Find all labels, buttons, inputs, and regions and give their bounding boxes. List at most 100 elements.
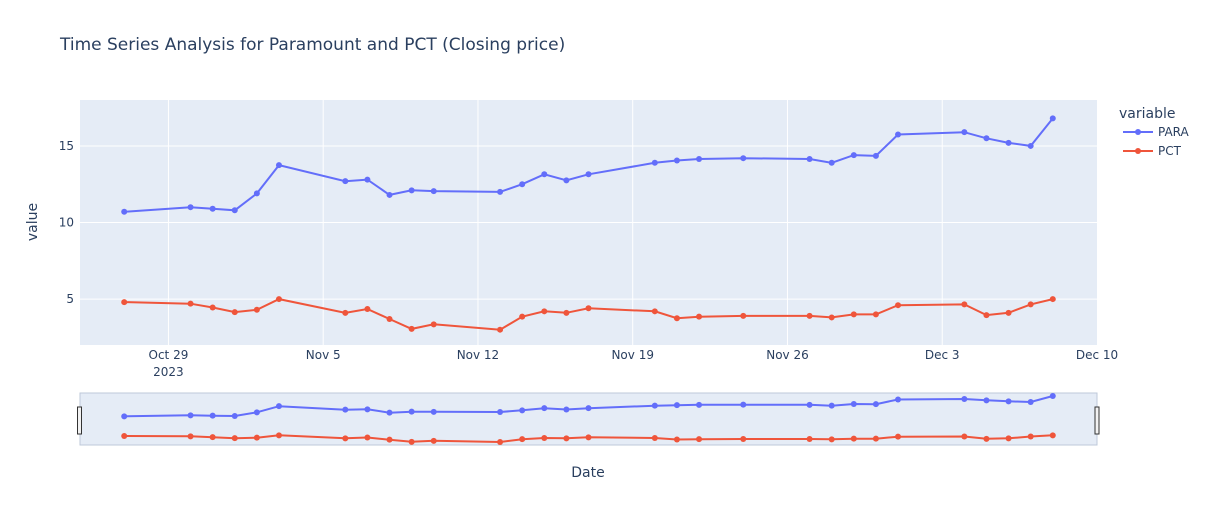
legend-item-para[interactable]: PARA: [1123, 125, 1190, 139]
data-point-pct[interactable]: [253, 306, 260, 313]
slider-point-pct: [983, 435, 990, 442]
data-point-pct[interactable]: [585, 305, 592, 312]
data-point-para[interactable]: [1005, 139, 1012, 146]
data-point-pct[interactable]: [408, 325, 415, 332]
data-point-pct[interactable]: [740, 312, 747, 319]
data-point-para[interactable]: [187, 204, 194, 211]
data-point-para[interactable]: [696, 155, 703, 162]
y-axis-title: value: [25, 203, 41, 241]
data-point-para[interactable]: [828, 159, 835, 166]
slider-point-pct: [1005, 435, 1012, 442]
data-point-para[interactable]: [541, 171, 548, 178]
data-point-pct[interactable]: [231, 309, 238, 316]
data-point-pct[interactable]: [895, 302, 902, 309]
data-point-pct[interactable]: [696, 313, 703, 320]
data-point-para[interactable]: [806, 155, 813, 162]
data-point-pct[interactable]: [209, 304, 216, 311]
y-gridlines: [80, 145, 1097, 300]
slider-point-pct: [497, 439, 504, 445]
slider-point-para: [673, 402, 680, 409]
data-point-para[interactable]: [872, 152, 879, 159]
data-point-pct[interactable]: [430, 321, 437, 328]
data-point-para[interactable]: [342, 178, 349, 185]
slider-point-pct: [673, 436, 680, 443]
data-point-para[interactable]: [1049, 115, 1056, 122]
data-point-pct[interactable]: [673, 315, 680, 322]
series-line-pct: [124, 298, 1054, 331]
series-line-para: [124, 117, 1054, 213]
data-point-pct[interactable]: [828, 314, 835, 321]
data-point-para[interactable]: [121, 208, 128, 215]
slider-point-pct: [342, 435, 349, 442]
range-slider-right-handle[interactable]: [1094, 406, 1100, 435]
slider-point-para: [1005, 398, 1012, 405]
data-point-pct[interactable]: [187, 300, 194, 307]
x-tick-label: Dec 3: [925, 348, 960, 362]
data-point-pct[interactable]: [497, 326, 504, 333]
range-slider[interactable]: [77, 392, 1100, 446]
slider-point-para: [1049, 393, 1056, 399]
data-point-pct[interactable]: [541, 308, 548, 315]
slider-point-para: [231, 413, 238, 419]
data-point-para[interactable]: [1027, 142, 1034, 149]
data-point-pct[interactable]: [872, 311, 879, 318]
data-point-pct[interactable]: [983, 312, 990, 319]
slider-point-para: [364, 406, 371, 413]
data-point-para[interactable]: [386, 191, 393, 198]
data-point-pct[interactable]: [1027, 301, 1034, 308]
data-point-pct[interactable]: [563, 309, 570, 316]
data-point-pct[interactable]: [275, 296, 282, 303]
slider-point-pct: [740, 436, 747, 442]
data-point-pct[interactable]: [1005, 309, 1012, 316]
data-point-pct[interactable]: [850, 311, 857, 318]
legend-swatch-marker: [1135, 129, 1141, 135]
legend-swatch-marker: [1135, 148, 1141, 154]
data-point-para[interactable]: [850, 152, 857, 159]
slider-point-para: [121, 413, 128, 420]
data-point-para[interactable]: [430, 188, 437, 195]
slider-point-pct: [386, 436, 393, 443]
data-point-para[interactable]: [364, 176, 371, 183]
slider-point-para: [519, 407, 526, 414]
range-slider-left-handle[interactable]: [77, 406, 82, 435]
slider-point-para: [386, 409, 393, 416]
data-point-pct[interactable]: [121, 299, 128, 306]
slider-point-pct: [187, 433, 194, 440]
data-point-para[interactable]: [983, 135, 990, 142]
data-point-para[interactable]: [585, 171, 592, 178]
slider-point-para: [187, 412, 194, 419]
slider-point-para: [806, 401, 813, 408]
chart-title: Time Series Analysis for Paramount and P…: [59, 35, 565, 55]
data-point-para[interactable]: [275, 162, 282, 169]
data-point-para[interactable]: [740, 155, 747, 162]
data-point-para[interactable]: [961, 129, 968, 136]
data-point-para[interactable]: [895, 131, 902, 138]
data-point-para[interactable]: [651, 159, 658, 166]
y-tick-labels: 5 10 15: [59, 139, 74, 306]
data-point-para[interactable]: [253, 190, 260, 197]
data-point-pct[interactable]: [1049, 296, 1056, 303]
slider-point-pct: [651, 435, 658, 441]
data-point-pct[interactable]: [806, 312, 813, 319]
data-point-pct[interactable]: [651, 308, 658, 315]
data-point-para[interactable]: [209, 205, 216, 212]
data-point-pct[interactable]: [386, 315, 393, 322]
data-point-pct[interactable]: [519, 313, 526, 320]
slider-point-para: [209, 412, 216, 419]
data-point-para[interactable]: [519, 181, 526, 188]
slider-point-para: [961, 396, 968, 402]
slider-point-pct: [828, 436, 835, 443]
data-point-para[interactable]: [231, 207, 238, 214]
data-point-pct[interactable]: [364, 306, 371, 313]
legend-item-pct[interactable]: PCT: [1123, 144, 1182, 158]
slider-point-para: [342, 406, 349, 413]
data-point-para[interactable]: [497, 188, 504, 195]
data-point-para[interactable]: [673, 157, 680, 164]
data-point-pct[interactable]: [342, 309, 349, 316]
data-point-para[interactable]: [408, 187, 415, 194]
x-tick-label: Nov 19: [611, 348, 654, 362]
slider-point-para: [1027, 399, 1034, 405]
data-point-para[interactable]: [563, 177, 570, 184]
slider-point-pct: [806, 436, 813, 442]
data-point-pct[interactable]: [961, 301, 968, 308]
